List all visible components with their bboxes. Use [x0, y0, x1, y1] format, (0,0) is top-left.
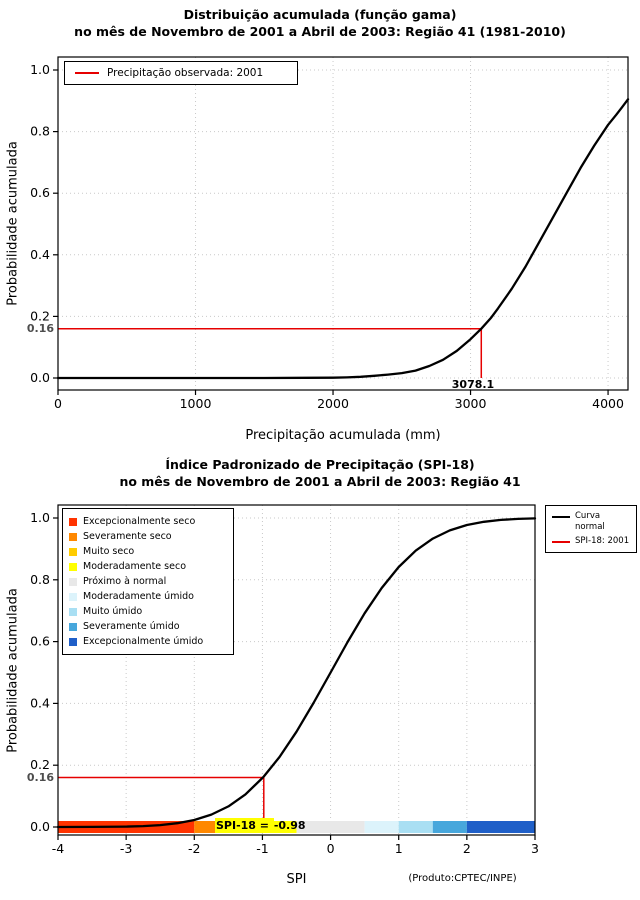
curve-legend: Curva normal SPI-18: 2001 [545, 505, 637, 554]
chart2-title: Índice Padronizado de Precipitação (SPI-… [165, 457, 475, 472]
chart2-probability-annotation: 0.16 [26, 771, 54, 784]
category-swatch-icon [69, 532, 77, 541]
chart1-subtitle: no mês de Novembro de 2001 a Abril de 20… [74, 24, 566, 39]
legend-label: SPI-18: 2001 [575, 536, 630, 547]
legend-line-sample [552, 541, 570, 544]
legend-line-sample [75, 72, 99, 74]
category-label: Severamente seco [83, 531, 172, 542]
plot-box [57, 56, 629, 391]
x-tick-label: 2 [463, 841, 471, 856]
category-label: Excepcionalmente úmido [83, 636, 204, 647]
chart2-subtitle: no mês de Novembro de 2001 a Abril de 20… [119, 474, 521, 489]
x-tick-label: 2000 [317, 396, 349, 411]
category-legend-item: Severamente úmido [69, 619, 227, 634]
category-label: Próximo à normal [83, 576, 167, 587]
x-tick-label: -1 [256, 841, 268, 856]
category-swatch-icon [69, 577, 77, 586]
y-tick-label: 0.4 [30, 695, 50, 710]
category-label: Muito seco [83, 546, 135, 557]
y-tick-label: 0.0 [30, 370, 50, 385]
category-legend-item: Muito seco [69, 544, 227, 559]
category-swatch-icon [69, 622, 77, 631]
category-swatch-icon [69, 562, 77, 571]
category-label: Excepcionalmente seco [83, 516, 196, 527]
legend-line-sample [552, 516, 570, 518]
chart1-probability-annotation: 0.16 [26, 322, 54, 335]
x-tick-label: 0 [54, 396, 62, 411]
y-tick-label: 0.4 [30, 247, 50, 262]
plot-box [57, 504, 536, 836]
category-swatch-icon [69, 517, 77, 526]
legend-label: Curva normal [575, 511, 605, 533]
category-legend-item: Severamente seco [69, 529, 227, 544]
y-tick-label: 0.0 [30, 819, 50, 834]
category-legend-item: Moderadamente seco [69, 559, 227, 574]
curve-legend-item: Curva normal [552, 511, 630, 533]
spi-category-bar-segment [466, 821, 535, 833]
spi-category-legend: Excepcionalmente seco Severamente seco Mui… [62, 508, 234, 655]
category-label: Moderadamente úmido [83, 591, 194, 602]
category-swatch-icon [69, 592, 77, 601]
y-tick-label: 0.8 [30, 124, 50, 139]
x-tick-label: 3000 [455, 396, 487, 411]
y-tick-label: 1.0 [30, 62, 50, 77]
category-swatch-icon [69, 547, 77, 556]
y-tick-label: 0.2 [30, 757, 50, 772]
spi-cdf-chart: Índice Padronizado de Precipitação (SPI-… [0, 450, 640, 900]
category-legend-item: Próximo à normal [69, 574, 227, 589]
chart1-title: Distribuição acumulada (função gama) [183, 7, 457, 22]
cdf-curve [56, 98, 630, 380]
category-label: Moderadamente seco [83, 561, 187, 572]
y-tick-label: 0.2 [30, 308, 50, 323]
y-tick-label: 1.0 [30, 510, 50, 525]
curve-legend-item: SPI-18: 2001 [552, 536, 630, 547]
cdf-curve [56, 517, 537, 829]
legend-label: Precipitação observada: 2001 [107, 67, 264, 79]
category-legend-item: Muito úmido [69, 604, 227, 619]
x-tick-label: 1000 [180, 396, 212, 411]
chart1-x-axis-label: Precipitação acumulada (mm) [245, 428, 441, 443]
chart1-precipitation-annotation: 3078.1 [451, 378, 495, 391]
x-tick-label: 1 [395, 841, 403, 856]
category-legend-item: Excepcionalmente úmido [69, 634, 227, 649]
category-swatch-icon [69, 637, 77, 646]
product-credit: (Produto:CPTEC/INPE) [408, 873, 517, 884]
x-tick-label: 4000 [592, 396, 624, 411]
category-legend-item: Moderadamente úmido [69, 589, 227, 604]
x-tick-label: -2 [188, 841, 200, 856]
spi-category-bar-segment [432, 821, 467, 833]
spi-value-prefix: SPI-18 = [215, 818, 274, 833]
chart1-legend: Precipitação observada: 2001 [64, 61, 298, 85]
x-tick-label: -4 [52, 841, 65, 856]
spi-category-bar-segment [364, 821, 399, 833]
category-label: Severamente úmido [83, 621, 180, 632]
category-swatch-icon [69, 607, 77, 616]
spi-value-number: -0.98 [273, 819, 306, 832]
chart2-x-axis-label: SPI [286, 872, 307, 887]
y-tick-label: 0.6 [30, 634, 50, 649]
gamma-cdf-chart: Distribuição acumulada (função gama) no … [6, 7, 630, 443]
category-label: Muito úmido [83, 606, 143, 617]
chart1-plot: 0 1000 2000 3000 4000 0.0 0.2 0.4 0.6 0.8 1.0 [30, 56, 630, 411]
spi-category-bar-segment [296, 821, 365, 833]
x-tick-label: 3 [531, 841, 539, 856]
y-tick-label: 0.8 [30, 572, 50, 587]
y-tick-label: 0.6 [30, 185, 50, 200]
spi-value-label: SPI-18 = -0.98 [215, 818, 306, 833]
category-legend-item: Excepcionalmente seco [69, 514, 227, 529]
spi-category-bar-segment [398, 821, 433, 833]
x-tick-label: 0 [327, 841, 335, 856]
x-tick-label: -3 [120, 841, 132, 856]
